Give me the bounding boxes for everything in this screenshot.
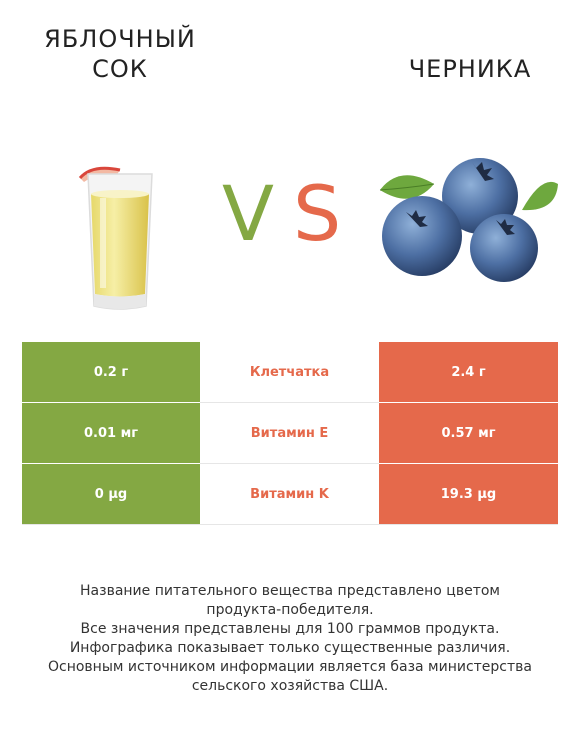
berry-right-crown	[496, 219, 515, 235]
glass-highlight	[100, 198, 106, 288]
glass-base	[94, 294, 146, 309]
berry-right	[470, 214, 538, 282]
right-value: 0.57 мг	[379, 403, 558, 463]
left-value: 0 µg	[22, 464, 200, 524]
leaf-right	[522, 181, 558, 211]
right-value: 2.4 г	[379, 342, 558, 402]
nutrient-name: Витамин K	[200, 464, 379, 524]
footer-line: Название питательного вещества представл…	[80, 583, 500, 599]
right-product-title: ЧЕРНИКА	[408, 55, 532, 83]
apple-peel	[78, 166, 121, 180]
footer-line: Инфографика показывает только существенн…	[69, 640, 511, 656]
blueberries-image	[379, 158, 558, 282]
leaf-left	[380, 175, 434, 199]
row-divider-mid	[200, 402, 379, 403]
juice	[91, 194, 149, 297]
left-value: 0.01 мг	[22, 403, 200, 463]
table-row: 0.2 г Клетчатка 2.4 г	[22, 342, 558, 402]
footer-note: Название питательного вещества представл…	[20, 582, 560, 696]
row-divider-mid	[200, 463, 379, 464]
nutrient-name: Клетчатка	[200, 342, 379, 402]
footer-line: продукта-победителя.	[206, 602, 374, 618]
berry-left	[382, 196, 462, 276]
table-row: 0 µg Витамин K 19.3 µg	[22, 464, 558, 524]
left-value: 0.2 г	[22, 342, 200, 402]
juice-surface	[91, 190, 149, 198]
nutrient-name: Витамин E	[200, 403, 379, 463]
table-row: 0.01 мг Витамин E 0.57 мг	[22, 403, 558, 463]
berry-left-crown	[406, 210, 428, 227]
left-title-line-2: СОК	[92, 55, 148, 83]
right-value: 19.3 µg	[379, 464, 558, 524]
footer-line: Все значения представлены для 100 граммо…	[80, 621, 500, 637]
footer-line: Основным источником информации является …	[48, 659, 532, 675]
vs-letter-s: S	[293, 169, 342, 258]
left-title-line-1: ЯБЛОЧНЫЙ	[44, 25, 196, 53]
leaf-left-vein	[379, 183, 435, 191]
comparison-table: 0.2 г Клетчатка 2.4 г 0.01 мг Витамин E …	[22, 342, 558, 525]
berry-top-crown	[472, 162, 494, 181]
footer-line: сельского хозяйства США.	[191, 678, 389, 694]
apple-juice-glass-image	[78, 166, 153, 310]
vs-letter-v: V	[222, 169, 274, 258]
left-product-title: ЯБЛОЧНЫЙ СОК	[20, 24, 220, 84]
